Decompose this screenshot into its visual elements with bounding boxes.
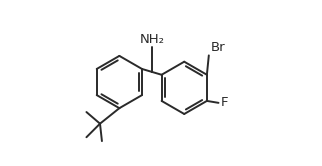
Text: NH₂: NH₂ — [139, 33, 164, 46]
Text: Br: Br — [211, 42, 225, 54]
Text: F: F — [221, 96, 228, 109]
